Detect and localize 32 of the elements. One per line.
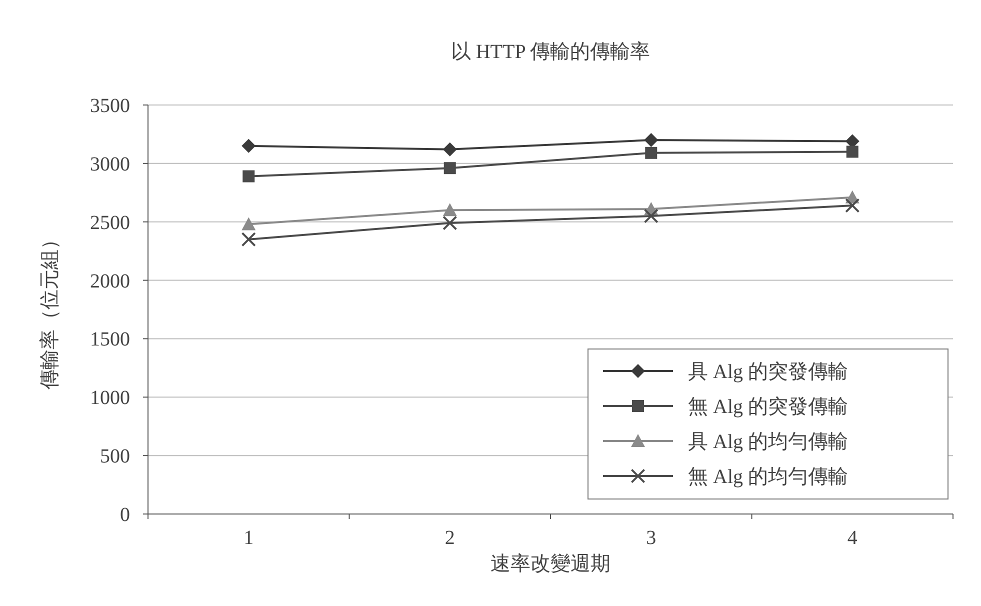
y-tick-label: 1500 xyxy=(90,328,130,351)
y-axis-title: 傳輸率（位元組） xyxy=(39,230,61,390)
point xyxy=(846,146,858,158)
x-tick-label: 4 xyxy=(847,527,858,549)
legend-label: 具 Alg 的突發傳輸 xyxy=(688,361,848,383)
legend-label: 具 Alg 的均勻傳輸 xyxy=(688,431,848,453)
y-tick-label: 2500 xyxy=(90,212,130,234)
point xyxy=(444,162,456,174)
chart-title: 以 HTTP 傳輸的傳輸率 xyxy=(450,41,650,63)
x-tick-label: 1 xyxy=(244,527,254,549)
y-tick-label: 1000 xyxy=(90,387,130,410)
y-tick-label: 2000 xyxy=(90,270,130,292)
legend-label: 無 Alg 的突發傳輸 xyxy=(688,396,848,418)
x-tick-label: 2 xyxy=(444,527,455,549)
point xyxy=(242,170,255,182)
y-tick-label: 3500 xyxy=(90,95,130,117)
y-tick-label: 3000 xyxy=(90,153,130,176)
y-tick-label: 0 xyxy=(120,504,130,526)
x-axis-title: 速率改變週期 xyxy=(490,553,610,575)
point xyxy=(242,232,256,246)
point xyxy=(645,146,658,159)
point xyxy=(442,142,457,156)
point xyxy=(242,138,256,153)
point xyxy=(845,198,860,212)
point xyxy=(242,217,256,230)
point xyxy=(442,216,457,230)
x-tick-label: 3 xyxy=(646,527,656,549)
point xyxy=(442,203,457,216)
y-tick-label: 500 xyxy=(100,446,130,468)
point xyxy=(644,209,658,224)
point xyxy=(644,133,658,148)
legend-label: 無 Alg 的均勻傳輸 xyxy=(688,466,848,488)
